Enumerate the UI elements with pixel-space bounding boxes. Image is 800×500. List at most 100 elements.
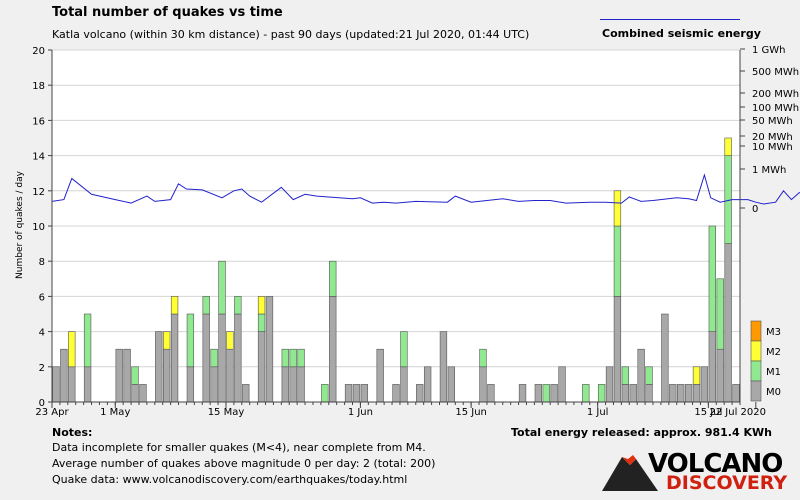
note-line-3: Quake data: www.volcanodiscovery.com/ear… [52,473,408,486]
bar-m0 [210,366,218,403]
bar-m1 [186,313,195,368]
bar-m0 [613,296,622,403]
bar-m0 [186,366,195,403]
bar-m1 [716,278,724,350]
bar-m1 [202,296,210,315]
legend-swatch-m2 [750,340,762,362]
bar-m1 [83,313,92,368]
bar-m0 [669,384,677,403]
lava-icon [622,455,636,465]
bar-m0 [416,384,424,403]
bar-m1 [329,260,337,297]
bar-m1 [708,225,716,332]
legend-label-m2: M2 [766,347,781,358]
bar-m0 [83,366,92,403]
bar-m0 [265,296,274,403]
x-tick-label: 15 Jul [694,407,722,418]
y-tick-label: 0 [39,398,45,409]
bar-m0 [234,313,242,403]
bar-m0 [518,384,527,403]
bar-m0 [352,384,361,403]
bar-m0 [692,384,701,403]
right-tick-label: 1 GWh [752,45,786,56]
bar-m0 [423,366,432,403]
bar-m2 [692,366,701,385]
bar-m1 [234,296,242,315]
note-line-1: Data incomplete for smaller quakes (M<4)… [52,441,426,454]
bar-m0 [637,348,645,403]
bar-m0 [400,366,408,403]
y-tick-label: 8 [39,257,45,268]
bar-m0 [139,384,147,403]
right-tick-label: 50 MWh [752,116,793,127]
bar-m0 [724,243,732,403]
y-tick-label: 20 [32,46,45,57]
bar-m0 [297,366,305,403]
bar-m2 [68,331,76,368]
volcanodiscovery-logo[interactable]: VOLCANO DISCOVERY [600,445,800,495]
y-tick-label: 2 [39,363,45,374]
bar-m1 [582,384,590,403]
bar-m1 [321,384,329,403]
legend-label-m0: M0 [766,387,781,398]
bar-m0 [257,331,266,403]
axes: 0 2 4 6 8 10 12 14 16 18 20 23 Apr 1 May 15 May 1 Jun 1… [32,45,799,418]
bar-m1 [613,225,622,297]
bar-m1 [257,313,266,332]
right-tick-label: 100 MWh [752,103,799,114]
bar-m0 [115,348,123,403]
energy-line [51,173,800,205]
logo-text-top: VOLCANO [648,449,782,479]
bar-m0 [60,348,68,403]
x-tick-label: 1 Jul [587,407,609,418]
bar-m0 [123,348,131,403]
bar-m0 [661,313,669,403]
bars [52,137,740,403]
bar-m1 [542,384,550,403]
bar-m1 [210,348,218,368]
bar-m2 [257,296,266,315]
chart-subtitle: Katla volcano (within 30 km distance) - … [52,28,530,41]
y-tick-label: 16 [32,116,45,127]
bar-m0 [645,384,653,403]
y-tick-label: 14 [32,152,45,163]
x-tick-label: 15 May [208,407,245,418]
bar-m0 [218,313,226,403]
bar-m0 [629,384,637,403]
bar-m0 [202,313,210,403]
legend-swatch-m0 [750,380,762,402]
bar-m2 [724,137,732,156]
right-tick-label: 1 MWh [752,165,786,176]
x-tick-label: 22 Jul 2020 [709,407,766,418]
bar-m0 [329,296,337,403]
bar-m0 [155,331,163,403]
bar-m0 [684,384,693,403]
bar-m1 [131,366,139,385]
legend-label-m1: M1 [766,367,781,378]
bar-m1 [597,384,606,403]
bar-m0 [376,348,384,403]
bar-m0 [281,366,289,403]
bar-m2 [163,331,171,350]
logo-text-bottom: DISCOVERY [666,472,787,494]
bar-m0 [487,384,495,403]
bar-m0 [226,348,234,403]
bar-m1 [281,348,289,368]
bar-m0 [289,366,297,403]
bar-m0 [344,384,353,403]
note-line-2: Average number of quakes above magnitude… [52,457,436,470]
bar-m0 [439,331,448,403]
bar-m1 [621,366,629,385]
bar-m1 [479,348,487,368]
bar-m0 [392,384,400,403]
bar-m0 [52,366,60,403]
bar-m0 [732,384,740,403]
energy-legend-swatch [600,19,740,20]
bar-m0 [170,313,179,403]
bar-m0 [163,348,171,403]
bar-m0 [479,366,487,403]
quake-chart: 0 2 4 6 8 10 12 14 16 18 20 23 Apr 1 May 15 May 1 Jun 1… [32,45,800,418]
magnitude-legend: M3 M2 M1 M0 [750,320,781,402]
x-tick-label: 15 Jun [455,407,487,418]
y-tick-label: 12 [32,187,45,198]
